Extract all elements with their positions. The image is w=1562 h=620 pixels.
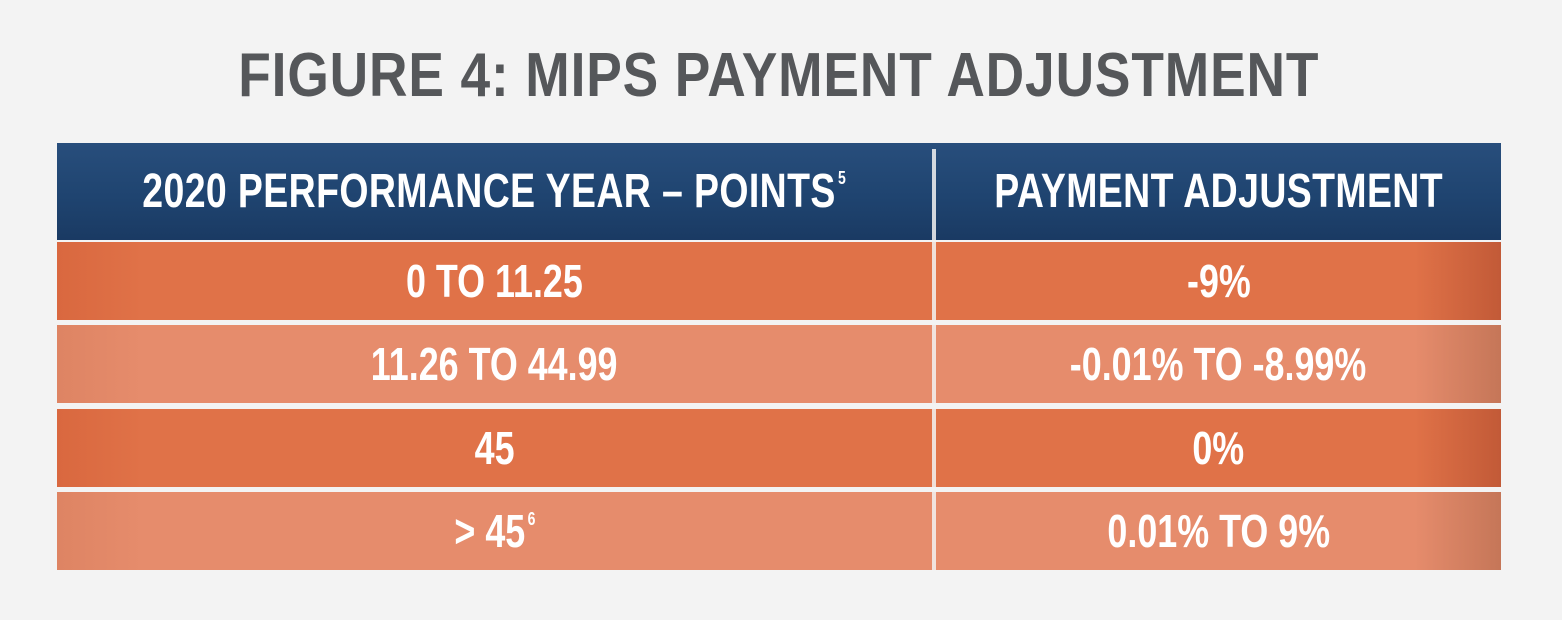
points-value: 0 TO 11.25 xyxy=(406,255,583,307)
adjustment-value: -0.01% TO -8.99% xyxy=(1070,338,1367,390)
points-cell: 45 xyxy=(57,409,932,487)
points-cell: > 45 6 xyxy=(57,492,932,570)
adjustment-cell: 0% xyxy=(936,409,1501,487)
adjustment-cell: 0.01% TO 9% xyxy=(936,492,1501,570)
header-points-footnote[interactable]: 5 xyxy=(838,168,847,188)
table-row: 11.26 TO 44.99 -0.01% TO -8.99% xyxy=(57,325,1501,403)
figure-title: FIGURE 4: MIPS PAYMENT ADJUSTMENT xyxy=(238,41,1320,110)
table-row: 0 TO 11.25 -9% xyxy=(57,242,1501,320)
header-adjustment-cell: PAYMENT ADJUSTMENT xyxy=(936,143,1501,240)
header-adjustment-label: PAYMENT ADJUSTMENT xyxy=(994,165,1443,218)
adjustment-cell: -9% xyxy=(936,242,1501,320)
points-footnote[interactable]: 6 xyxy=(527,508,535,529)
adjustment-value: 0.01% TO 9% xyxy=(1107,505,1330,557)
adjustment-cell: -0.01% TO -8.99% xyxy=(936,325,1501,403)
points-cell: 0 TO 11.25 xyxy=(57,242,932,320)
points-value: > 45 xyxy=(453,505,525,557)
adjustment-value: 0% xyxy=(1192,422,1245,474)
points-value: 45 xyxy=(474,422,515,474)
table-row: > 45 6 0.01% TO 9% xyxy=(57,492,1501,570)
points-value: 11.26 TO 44.99 xyxy=(371,338,618,390)
column-divider xyxy=(932,149,936,570)
payment-adjustment-table: 2020 PERFORMANCE YEAR – POINTS 5 PAYMENT … xyxy=(57,143,1501,570)
table-row: 45 0% xyxy=(57,409,1501,487)
points-cell: 11.26 TO 44.99 xyxy=(57,325,932,403)
table-header-row: 2020 PERFORMANCE YEAR – POINTS 5 PAYMENT … xyxy=(57,143,1501,240)
header-points-cell: 2020 PERFORMANCE YEAR – POINTS 5 xyxy=(57,143,932,240)
header-points-label: 2020 PERFORMANCE YEAR – POINTS xyxy=(142,165,836,218)
adjustment-value: -9% xyxy=(1186,255,1251,307)
